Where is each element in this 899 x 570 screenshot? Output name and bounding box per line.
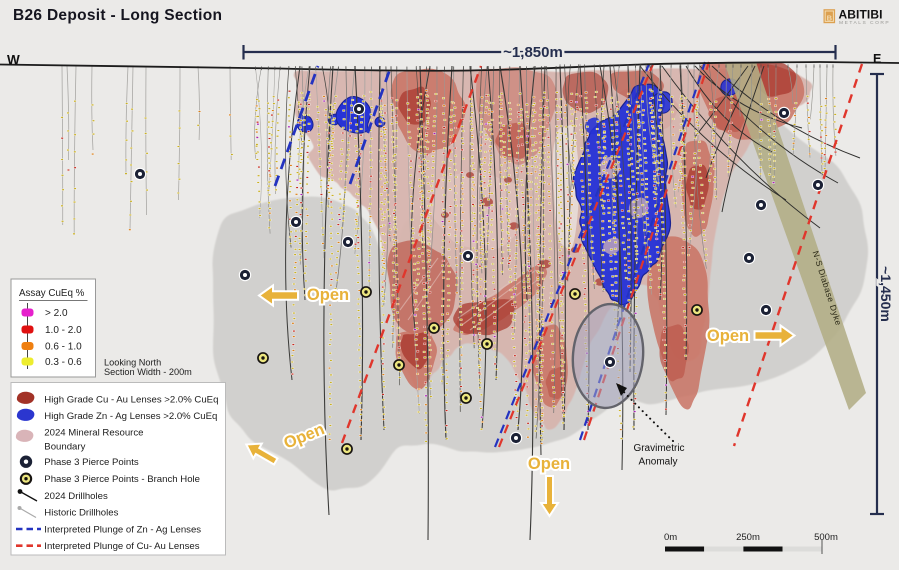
svg-text:Historic Drillholes: Historic Drillholes <box>44 508 118 519</box>
svg-text:B: B <box>827 13 833 22</box>
svg-text:W: W <box>7 53 20 68</box>
svg-text:Looking North: Looking North <box>104 358 161 368</box>
svg-text:2024 Mineral Resource: 2024 Mineral Resource <box>44 428 143 439</box>
svg-text:Gravimetric: Gravimetric <box>633 443 684 454</box>
svg-text:High Grade Zn - Ag Lenses >2.0: High Grade Zn - Ag Lenses >2.0% CuEq <box>44 411 217 422</box>
svg-text:0.6 - 1.0: 0.6 - 1.0 <box>45 342 82 353</box>
svg-text:ABITIBI: ABITIBI <box>839 8 883 22</box>
svg-text:Open: Open <box>707 327 749 345</box>
svg-text:Interpreted Plunge of Zn - Ag: Interpreted Plunge of Zn - Ag Lenses <box>44 524 201 535</box>
svg-text:METALS CORP: METALS CORP <box>839 20 890 26</box>
svg-text:250m: 250m <box>736 532 760 543</box>
svg-text:0.3 - 0.6: 0.3 - 0.6 <box>45 357 82 368</box>
svg-text:~1,450m: ~1,450m <box>878 266 894 322</box>
svg-text:Boundary: Boundary <box>44 441 85 452</box>
svg-text:Section Width - 200m: Section Width - 200m <box>104 367 192 377</box>
svg-text:0m: 0m <box>664 532 677 543</box>
svg-text:2024 Drillholes: 2024 Drillholes <box>44 491 108 502</box>
svg-text:Anomaly: Anomaly <box>639 457 678 468</box>
svg-text:1.0 - 2.0: 1.0 - 2.0 <box>45 325 82 336</box>
svg-text:Assay CuEq %: Assay CuEq % <box>19 288 85 299</box>
svg-text:Interpreted Plunge of Cu- Au L: Interpreted Plunge of Cu- Au Lenses <box>44 541 199 552</box>
svg-text:> 2.0: > 2.0 <box>45 308 68 319</box>
svg-text:Phase 3 Pierce Points: Phase 3 Pierce Points <box>44 457 139 468</box>
svg-text:500m: 500m <box>814 532 838 543</box>
svg-text:Open: Open <box>307 286 349 304</box>
svg-text:B26 Deposit - Long Section: B26 Deposit - Long Section <box>13 7 222 24</box>
svg-text:Phase 3 Pierce Points - Branch: Phase 3 Pierce Points - Branch Hole <box>44 474 200 485</box>
svg-text:High Grade Cu - Au Lenses >2.0: High Grade Cu - Au Lenses >2.0% CuEq <box>44 394 218 405</box>
svg-text:E: E <box>873 52 881 66</box>
svg-text:Open: Open <box>528 455 570 473</box>
svg-text:~1,850m: ~1,850m <box>503 44 563 61</box>
